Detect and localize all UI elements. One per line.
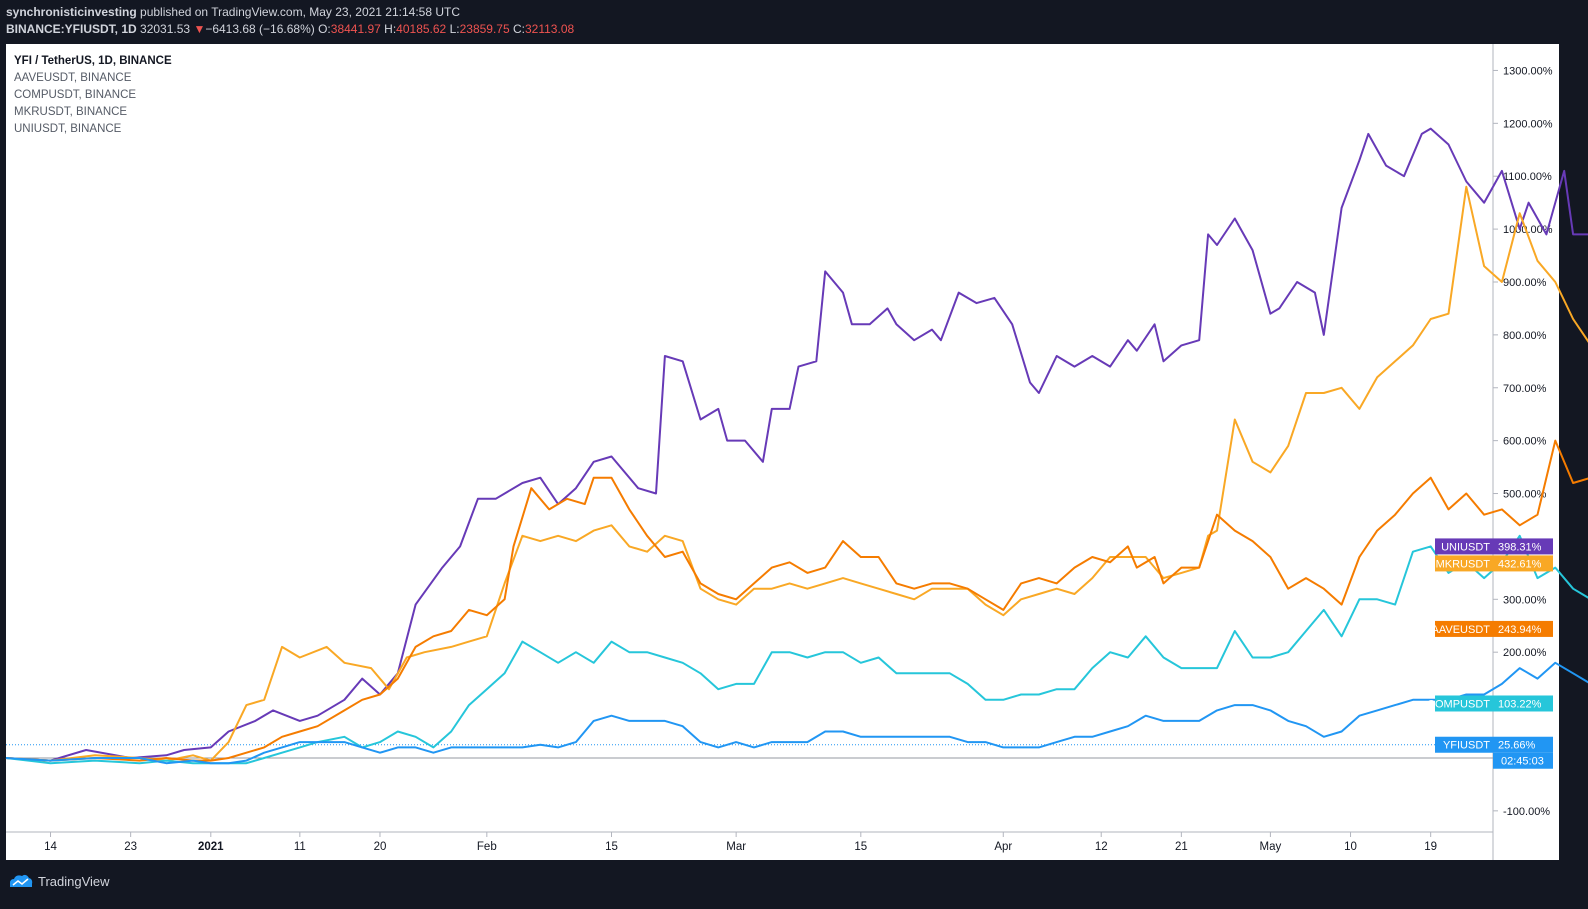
series-name-tag-bg [1435,620,1493,637]
tradingview-cloud-icon [10,874,33,887]
y-tick-label: 300.00% [1503,594,1547,606]
series-value-tag-bg [1493,555,1553,572]
close-label: C: [513,22,525,36]
series-line-aaveusdt [5,439,1588,762]
x-axis: 14 23 2021 11 20 Feb 15 Mar 15 Apr 12 21 May 10 19 [6,831,1493,853]
last-price: 32031.53 [140,22,191,36]
brand-name: TradingView [38,873,110,889]
ohlc-line: BINANCE:YFIUSDT, 1D 32031.53 ▼−6413.68 (… [6,22,574,36]
legend-item-mkr[interactable]: MKRUSDT, BINANCE [14,106,128,118]
series-value-tag-bg [1493,736,1553,753]
footer: TradingView [0,867,1588,909]
open-value: 38441.97 [330,22,381,36]
x-tick-label: 21 [1175,841,1188,853]
series-value-tag-bg [1493,620,1553,637]
x-tick-label: 12 [1095,841,1108,853]
series-line-uniusdt [5,127,1588,762]
author[interactable]: synchronisticinvesting [6,5,137,19]
x-tick-label: Apr [994,841,1012,853]
symbol: BINANCE:YFIUSDT, 1D [6,22,137,36]
x-tick-label: 15 [605,841,618,853]
series-name-tag-bg [1435,736,1493,753]
low-value: 23859.75 [459,22,510,36]
series-value-tag-mkrusdt: 432.61% [1498,558,1542,570]
series-value-tag-yfiusdt: 25.66% [1498,740,1536,752]
series-name-tag-bg [1435,538,1493,555]
y-tick-label: 700.00% [1503,383,1547,395]
close-value: 32113.08 [525,22,575,36]
countdown-tag-bg [1493,752,1553,769]
series-value-tag-bg [1493,538,1553,555]
y-tick-label: 1200.00% [1503,118,1553,130]
series-name-tag-aaveusdt: AAVEUSDT [1432,624,1491,636]
legend-item-uni[interactable]: UNIUSDT, BINANCE [14,123,122,135]
published-text: published on TradingView.com, May 23, 20… [136,5,461,19]
y-tick-label: 1100.00% [1503,171,1552,183]
series-line-mkrusdt [5,185,1588,762]
x-tick-label: 11 [294,841,306,853]
y-tick-label: 500.00% [1503,489,1547,501]
series-tags: UNIUSDT 398.31% MKRUSDT 432.61% AAVEUSDT 243.… [1427,538,1553,769]
x-tick-label: 23 [124,841,137,853]
series-line-compusdt [5,534,1588,765]
x-tick-label: 10 [1344,841,1357,853]
down-arrow-icon: ▼ [193,22,206,36]
x-tick-label: Mar [726,841,746,853]
series-line-yfiusdt [5,661,1588,765]
plot-area[interactable] [6,44,1493,860]
series-name-tag-compusdt: COMPUSDT [1427,698,1490,710]
countdown-label: 02:45:03 [1501,756,1544,768]
x-tick-label: 15 [854,841,867,853]
high-label: H: [384,22,397,36]
y-tick-label: -100.00% [1503,806,1550,818]
x-tick-label: May [1260,841,1282,853]
y-tick-label: 600.00% [1503,436,1547,448]
x-tick-label: 2021 [198,841,224,853]
tradingview-logo[interactable]: TradingView [8,873,110,889]
series-name-tag-bg [1435,555,1493,572]
series-name-tag-uniusdt: UNIUSDT [1441,541,1490,553]
series-value-tag-bg [1493,695,1553,712]
series-lines [5,127,1588,765]
series-name-tag-bg [1435,695,1493,712]
y-tick-label: 1300.00% [1503,65,1553,77]
change: −6413.68 (−16.68%) [205,22,315,36]
open-label: O: [318,22,331,36]
x-tick-label: 20 [374,841,387,853]
series-value-tag-compusdt: 103.22% [1498,698,1542,710]
y-tick-label: 200.00% [1503,647,1547,659]
x-tick-label: Feb [477,841,497,853]
high-value: 40185.62 [396,22,447,36]
x-tick-label: 19 [1424,841,1437,853]
publish-line: synchronisticinvesting published on Trad… [6,5,460,19]
y-tick-label: 800.00% [1503,330,1547,342]
header: synchronisticinvesting published on Trad… [0,0,1588,40]
legend-item-aave[interactable]: AAVEUSDT, BINANCE [14,72,132,84]
x-tick-label: 14 [44,841,57,853]
low-label: L: [449,22,460,36]
series-value-tag-uniusdt: 398.31% [1498,541,1542,553]
legend-item-comp[interactable]: COMPUSDT, BINANCE [14,89,137,101]
y-tick-label: 900.00% [1503,277,1547,289]
series-value-tag-aaveusdt: 243.94% [1498,624,1542,636]
chart-canvas[interactable]: 1300.00%1200.00%1100.00%1000.00%900.00%8… [0,40,1588,867]
series-name-tag-yfiusdt: YFIUSDT [1443,740,1490,752]
series-name-tag-mkrusdt: MKRUSDT [1436,558,1491,570]
legend: YFI / TetherUS, 1D, BINANCE AAVEUSDT, BI… [14,53,172,138]
legend-main[interactable]: YFI / TetherUS, 1D, BINANCE [14,55,172,67]
